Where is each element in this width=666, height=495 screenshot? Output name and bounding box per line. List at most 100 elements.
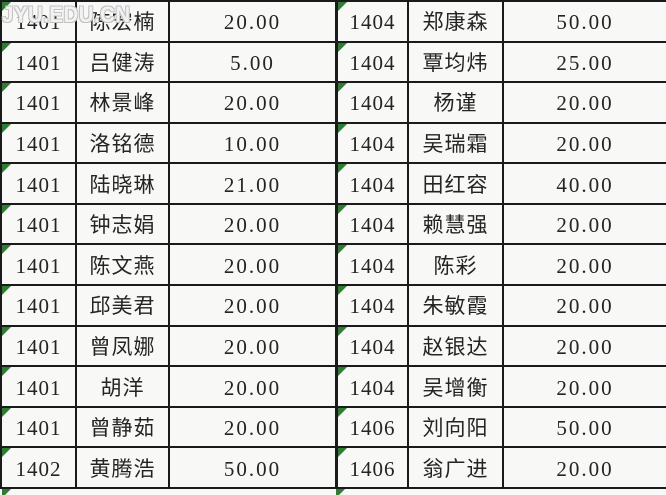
amount-cell[interactable]: 20.00 (504, 123, 666, 165)
amount-cell[interactable]: 50.00 (504, 407, 666, 449)
class-id-cell[interactable]: 1404 (337, 245, 409, 287)
amount-cell-text: 20.00 (556, 91, 614, 116)
amount-cell[interactable]: 50.00 (504, 2, 666, 43)
amount-cell[interactable]: 20.00 (170, 245, 337, 287)
amount-cell-text: 50.00 (223, 456, 282, 481)
class-id-cell[interactable]: 1401 (2, 245, 77, 287)
class-id-cell[interactable]: 1401 (2, 286, 77, 327)
class-id-cell[interactable]: 1404 (337, 42, 409, 84)
amount-cell[interactable]: 20.00 (504, 83, 666, 124)
class-id-cell[interactable]: 1401 (2, 326, 77, 368)
student-name-cell[interactable]: 吴瑞霜 (409, 123, 504, 165)
class-id-cell-text: 1404 (349, 172, 396, 197)
amount-cell[interactable]: 10.00 (170, 123, 337, 165)
amount-cell-text: 20.00 (556, 213, 614, 238)
amount-cell[interactable]: 25.00 (504, 42, 666, 84)
class-id-cell-text: 1404 (349, 375, 396, 400)
amount-cell[interactable]: 20.00 (170, 204, 337, 246)
class-id-cell-text: 1404 (349, 213, 396, 238)
student-name-cell[interactable]: 陆晓琳 (77, 164, 170, 205)
comment-triangle-icon (2, 42, 11, 52)
student-name-cell[interactable]: 黄腾浩 (77, 448, 170, 489)
amount-cell[interactable]: 50.00 (170, 448, 337, 489)
comment-triangle-icon (2, 245, 11, 255)
student-name-cell[interactable]: 翁广进 (409, 448, 504, 489)
student-name-cell[interactable]: 赵银达 (409, 326, 504, 368)
amount-cell[interactable]: 20.00 (170, 83, 337, 124)
amount-cell-text: 20.00 (223, 375, 282, 400)
student-name-cell[interactable]: 曾静茹 (77, 407, 170, 449)
amount-cell[interactable]: 20.00 (170, 367, 337, 408)
amount-cell-text: 20.00 (556, 375, 614, 400)
class-id-cell[interactable]: 1401 (2, 83, 77, 124)
class-id-cell[interactable]: 1406 (337, 448, 409, 489)
student-name-cell[interactable]: 陈文燕 (77, 245, 170, 287)
student-name-cell[interactable]: 吕健涛 (77, 42, 170, 84)
amount-cell-text: 20.00 (223, 416, 282, 441)
amount-cell[interactable]: 5.00 (170, 42, 337, 84)
student-name-cell[interactable]: 钟志娟 (77, 204, 170, 246)
amount-cell[interactable]: 20.00 (504, 367, 666, 408)
student-name-cell[interactable]: 胡洋 (77, 367, 170, 408)
student-name-cell-text: 吕健涛 (89, 50, 156, 75)
comment-triangle-icon (2, 204, 11, 214)
student-name-cell[interactable]: 林景峰 (77, 83, 170, 124)
class-id-cell[interactable]: 1401 (2, 2, 77, 43)
class-id-cell-text: 1404 (349, 50, 396, 75)
comment-triangle-icon (338, 83, 347, 93)
amount-cell-text: 20.00 (556, 132, 614, 157)
comment-triangle-icon (338, 286, 347, 296)
class-id-cell[interactable]: 1404 (337, 2, 409, 43)
comment-triangle-icon (2, 367, 11, 377)
student-name-cell[interactable]: 吴增衡 (409, 367, 504, 408)
class-id-cell[interactable]: 1402 (2, 448, 77, 489)
class-id-cell[interactable]: 1404 (337, 326, 409, 368)
student-name-cell-text: 吴增衡 (422, 375, 489, 400)
amount-cell-text: 5.00 (230, 50, 275, 75)
amount-cell-text: 25.00 (556, 50, 614, 75)
student-name-cell[interactable]: 赖慧强 (409, 204, 504, 246)
student-name-cell-text: 钟志娟 (89, 213, 156, 238)
amount-cell[interactable]: 40.00 (504, 164, 666, 205)
amount-cell[interactable]: 20.00 (170, 2, 337, 43)
class-id-cell[interactable]: 1401 (2, 123, 77, 165)
student-name-cell[interactable]: 刘向阳 (409, 407, 504, 449)
amount-cell[interactable]: 20.00 (504, 326, 666, 368)
student-name-cell[interactable]: 田红容 (409, 164, 504, 205)
student-name-cell[interactable]: 邱美君 (77, 286, 170, 327)
student-name-cell[interactable]: 洛铭德 (77, 123, 170, 165)
amount-cell[interactable]: 20.00 (170, 286, 337, 327)
class-id-cell[interactable]: 1401 (2, 42, 77, 84)
amount-cell-text: 20.00 (223, 10, 282, 35)
amount-cell[interactable]: 20.00 (170, 407, 337, 449)
comment-triangle-icon (338, 2, 347, 11)
class-id-cell[interactable]: 1401 (2, 367, 77, 408)
student-name-cell[interactable]: 陈宏楠 (77, 2, 170, 43)
amount-cell[interactable]: 21.00 (170, 164, 337, 205)
amount-cell[interactable]: 20.00 (504, 448, 666, 489)
student-name-cell[interactable]: 陈彩 (409, 245, 504, 287)
student-name-cell[interactable]: 杨谨 (409, 83, 504, 124)
class-id-cell[interactable]: 1404 (337, 164, 409, 205)
amount-cell[interactable]: 20.00 (170, 326, 337, 368)
student-name-cell[interactable]: 朱敏霞 (409, 286, 504, 327)
class-id-cell[interactable]: 1401 (2, 204, 77, 246)
class-id-cell[interactable]: 1404 (337, 286, 409, 327)
student-name-cell-text: 杨谨 (433, 91, 478, 116)
student-name-cell[interactable]: 覃均炜 (409, 42, 504, 84)
class-id-cell[interactable]: 1404 (337, 367, 409, 408)
class-id-cell[interactable]: 1404 (337, 123, 409, 165)
amount-cell[interactable]: 20.00 (504, 245, 666, 287)
student-name-cell[interactable]: 曾凤娜 (77, 326, 170, 368)
amount-cell[interactable]: 20.00 (504, 204, 666, 246)
student-name-cell-text: 覃均炜 (422, 50, 489, 75)
comment-triangle-icon (338, 326, 347, 336)
class-id-cell[interactable]: 1404 (337, 83, 409, 124)
amount-cell[interactable]: 20.00 (504, 286, 666, 327)
class-id-cell[interactable]: 1401 (2, 164, 77, 205)
student-name-cell[interactable]: 郑康森 (409, 2, 504, 43)
class-id-cell[interactable]: 1404 (337, 204, 409, 246)
student-name-cell-text: 曾静茹 (89, 416, 156, 441)
class-id-cell[interactable]: 1401 (2, 407, 77, 449)
class-id-cell[interactable]: 1406 (337, 407, 409, 449)
